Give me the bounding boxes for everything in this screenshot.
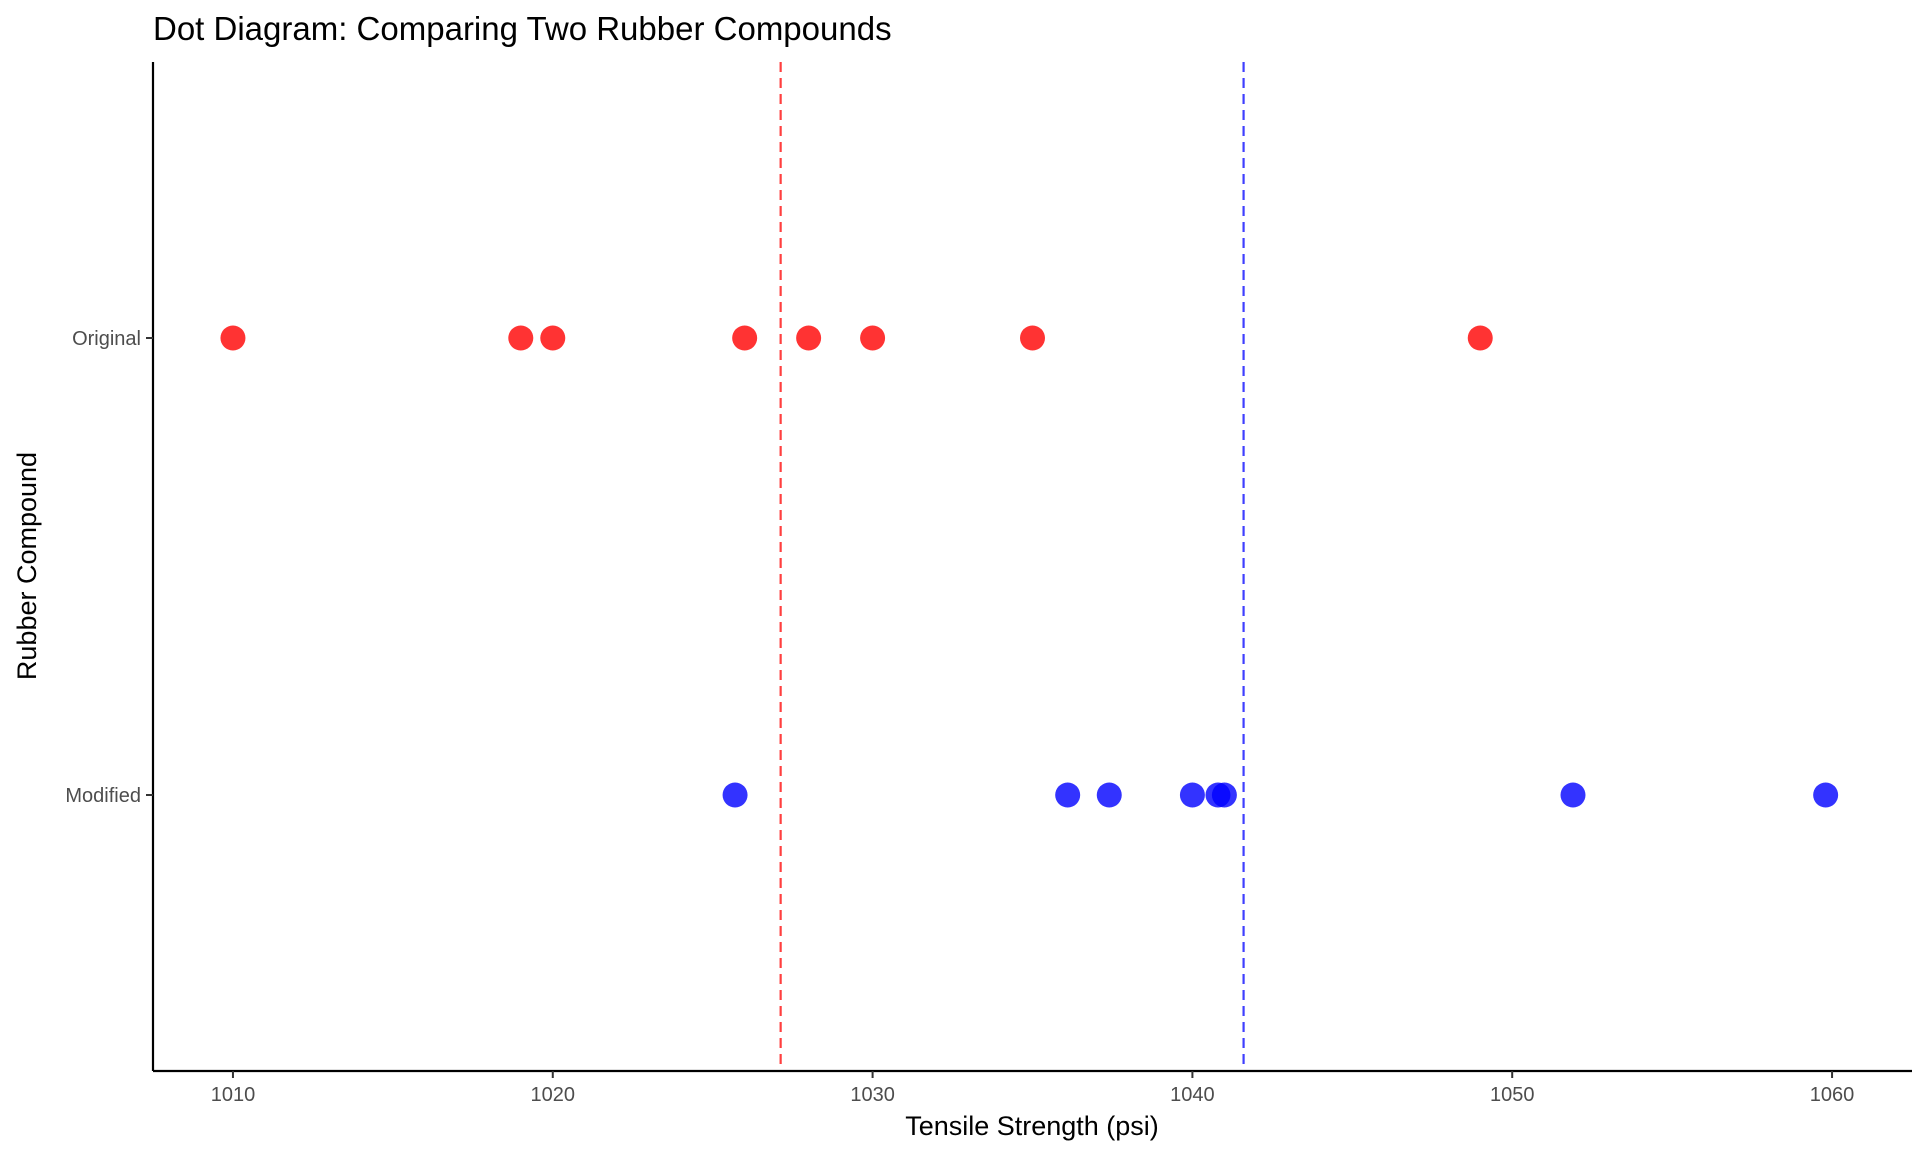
y-tick-label-modified: Modified xyxy=(65,785,141,807)
point-original-5 xyxy=(860,325,886,351)
point-modified-6 xyxy=(1560,782,1586,808)
point-original-3 xyxy=(732,325,758,351)
x-tick-label-1050: 1050 xyxy=(1490,1084,1535,1106)
x-tick-label-1060: 1060 xyxy=(1810,1084,1855,1106)
point-modified-7 xyxy=(1813,782,1839,808)
point-modified-1 xyxy=(1055,782,1081,808)
data-points xyxy=(220,325,1839,808)
point-original-7 xyxy=(1467,325,1493,351)
x-tick-label-1010: 1010 xyxy=(211,1084,256,1106)
point-modified-5 xyxy=(1211,782,1237,808)
y-axis-ticks: Original Modified xyxy=(65,328,153,807)
x-tick-label-1040: 1040 xyxy=(1170,1084,1215,1106)
point-modified-0 xyxy=(722,782,748,808)
point-original-6 xyxy=(1020,325,1045,351)
point-original-2 xyxy=(540,325,566,351)
point-modified-2 xyxy=(1096,782,1122,808)
chart-title: Dot Diagram: Comparing Two Rubber Compou… xyxy=(153,10,892,47)
point-original-1 xyxy=(508,325,534,351)
x-tick-label-1020: 1020 xyxy=(531,1084,576,1106)
mean-lines xyxy=(779,62,1245,1071)
x-tick-label-1030: 1030 xyxy=(850,1084,895,1106)
point-modified-3 xyxy=(1179,782,1205,808)
point-original-4 xyxy=(796,325,822,351)
x-axis-title: Tensile Strength (psi) xyxy=(905,1111,1159,1141)
plot-area xyxy=(220,62,1839,1071)
y-tick-label-original: Original xyxy=(72,328,141,350)
x-axis-ticks: 1010 1020 1030 1040 1050 1060 xyxy=(211,1071,1855,1106)
point-original-0 xyxy=(220,325,246,351)
y-axis-title: Rubber Compound xyxy=(12,452,42,680)
